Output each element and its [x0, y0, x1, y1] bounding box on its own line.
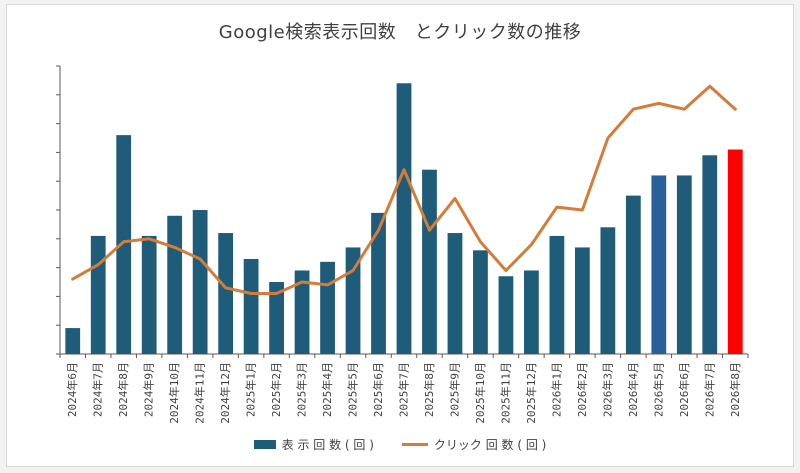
legend-swatch-clicks [401, 443, 428, 446]
bar-impressions [651, 175, 667, 354]
x-tick-label: 2026年2月 [575, 362, 589, 417]
bar-impressions [473, 250, 488, 354]
x-tick-label: 2025年9月 [447, 362, 461, 417]
x-tick-label: 2026年4月 [626, 362, 640, 417]
x-tick-label: 2026年7月 [702, 362, 716, 417]
x-tick-label: 2025年4月 [320, 362, 334, 417]
x-tick-label: 2024年9月 [142, 362, 156, 417]
bar-impressions [116, 135, 132, 354]
bar-impressions [727, 149, 743, 354]
x-tick-label: 2026年3月 [600, 362, 614, 417]
bar-impressions [625, 195, 641, 354]
bar-impressions [294, 270, 310, 354]
legend-swatch-impressions [253, 440, 276, 449]
x-tick-label: 2025年11月 [498, 362, 512, 424]
bar-impressions [396, 83, 412, 354]
chart-title: Google検索表示回数 とクリック数の推移 [218, 22, 582, 43]
line-clicks [71, 84, 737, 295]
bar-impressions [498, 276, 514, 354]
bar-impressions [141, 235, 157, 354]
x-tick-label: 2026年5月 [651, 362, 665, 417]
bar-impressions [269, 282, 284, 354]
bar-impressions [574, 247, 590, 354]
bar-impressions [243, 258, 259, 354]
bar-impressions [320, 261, 335, 354]
bar-impressions [447, 233, 463, 354]
x-tick-label: 2024年7月 [91, 362, 105, 417]
bar-impressions [702, 155, 718, 354]
x-tick-label: 2024年8月 [116, 362, 130, 417]
bar-impressions [371, 212, 386, 354]
x-tick-label: 2024年10月 [167, 362, 181, 424]
x-tick-label: 2025年12月 [524, 362, 538, 424]
bar-impressions [422, 169, 437, 354]
x-tick-label: 2025年7月 [397, 362, 411, 417]
x-tick-label: 2026年6月 [677, 362, 691, 417]
chart-legend: 表 示 回 数 ( 回 ) クリック 回 数 ( 回 ) [0, 436, 800, 453]
x-tick-label: 2024年11月 [193, 362, 207, 424]
x-tick-label: 2025年1月 [244, 362, 258, 417]
x-tick-label: 2025年8月 [422, 362, 436, 417]
legend-label-clicks: クリック 回 数 ( 回 ) [433, 438, 547, 452]
x-tick-label: 2024年12月 [218, 362, 232, 424]
bar-impressions [90, 235, 106, 354]
x-tick-label: 2024年6月 [65, 362, 79, 417]
x-tick-label: 2026年8月 [728, 362, 742, 417]
x-tick-label: 2025年6月 [371, 362, 385, 417]
x-tick-label: 2026年1月 [549, 362, 563, 417]
bar-impressions [549, 235, 565, 354]
x-tick-label: 2025年10月 [473, 362, 487, 424]
x-tick-label: 2025年2月 [269, 362, 283, 417]
legend-label-impressions: 表 示 回 数 ( 回 ) [281, 438, 374, 452]
bar-impressions [167, 215, 183, 354]
x-tick-label: 2025年5月 [346, 362, 360, 417]
x-tick-label: 2025年3月 [295, 362, 309, 417]
bar-impressions [524, 270, 539, 354]
bar-impressions [192, 210, 208, 354]
bar-impressions [600, 227, 616, 354]
bar-impressions [65, 328, 81, 354]
legend-item-clicks: クリック 回 数 ( 回 ) [401, 436, 547, 453]
bar-impressions [218, 233, 234, 354]
bar-impressions [676, 175, 692, 354]
legend-item-impressions: 表 示 回 数 ( 回 ) [253, 436, 374, 453]
